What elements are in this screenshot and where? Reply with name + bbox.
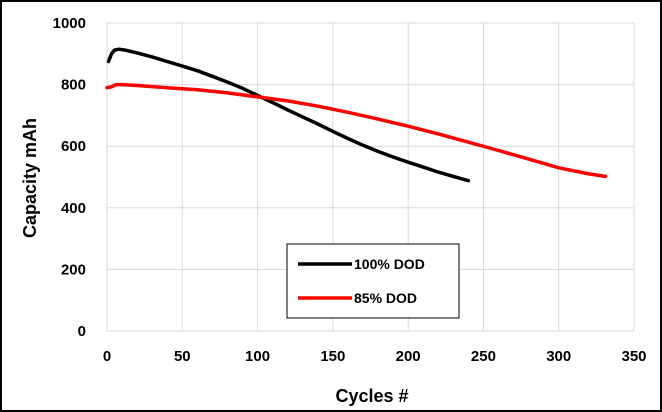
x-tick-label: 300 [546, 348, 571, 365]
y-axis-label: Capacity mAh [20, 118, 40, 238]
legend-box [286, 243, 460, 319]
x-axis-label: Cycles # [335, 386, 408, 406]
x-tick-label: 0 [103, 348, 111, 365]
series-lines [105, 47, 608, 183]
y-tick-label: 200 [61, 261, 86, 278]
x-tick-labels: 0 50 100 150 200 250 300 350 [103, 348, 647, 365]
x-tick-label: 50 [174, 348, 191, 365]
x-tick-label: 250 [471, 348, 496, 365]
y-tick-labels: 0 200 400 600 800 1000 [53, 15, 86, 340]
x-tick-label: 100 [245, 348, 270, 365]
x-tick-label: 350 [621, 348, 646, 365]
y-tick-label: 800 [61, 77, 86, 94]
x-tick-label: 200 [396, 348, 421, 365]
y-tick-label: 400 [61, 200, 86, 217]
x-tick-label: 150 [320, 348, 345, 365]
y-tick-label: 600 [61, 138, 86, 155]
y-tick-label: 0 [78, 323, 86, 340]
grid [106, 22, 635, 332]
series-line-85-dod [105, 82, 608, 179]
legend-label-100-dod: 100% DOD [354, 256, 425, 272]
legend: 100% DOD 85% DOD [286, 243, 460, 319]
legend-label-85-dod: 85% DOD [354, 290, 417, 306]
series-line-100-dod [106, 47, 471, 183]
y-tick-label: 1000 [53, 15, 86, 32]
